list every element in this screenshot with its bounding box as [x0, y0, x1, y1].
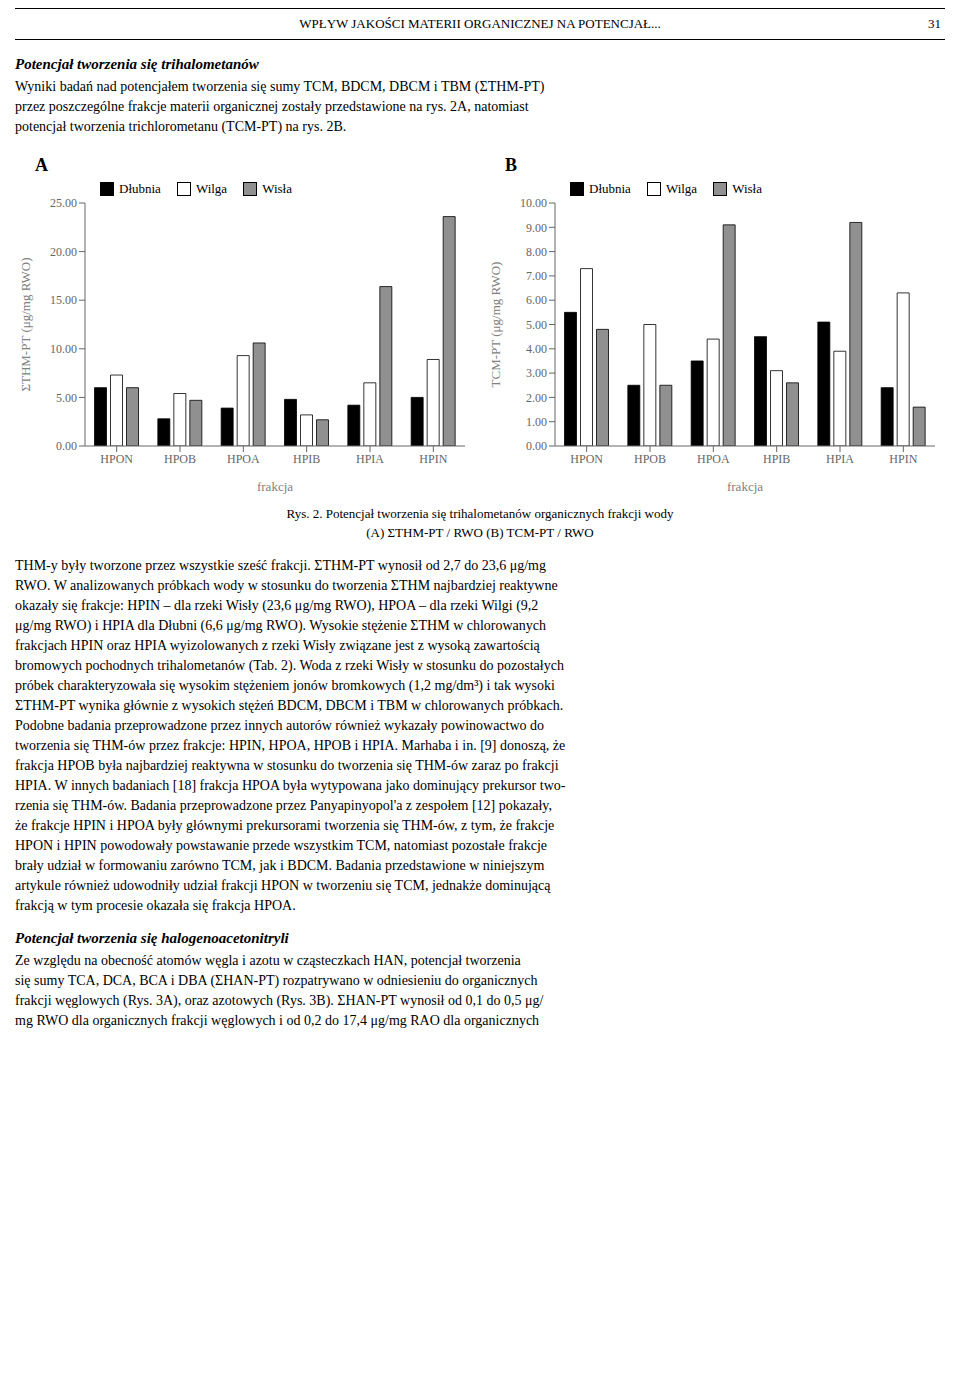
svg-text:4.00: 4.00 — [526, 342, 547, 356]
html-text:przez poszczególne frakcje mat: przez poszczególne frakcje materii organ… — [15, 99, 529, 114]
svg-text:8.00: 8.00 — [526, 245, 547, 259]
html-text:Wyniki badań nad potencjałem t: Wyniki badań nad potencjałem tworzenia s… — [15, 79, 545, 94]
html-text:potencjał tworzenia trichlorom: potencjał tworzenia trichlorometanu (TCM… — [15, 119, 347, 134]
svg-text:6.00: 6.00 — [526, 293, 547, 307]
svg-text:10.00: 10.00 — [520, 196, 547, 210]
svg-text:HPIN: HPIN — [419, 452, 447, 466]
svg-text:HPIA: HPIA — [356, 452, 384, 466]
html-text:(A) ΣTHM-PT / RWO (B) TCM-PT /: (A) ΣTHM-PT / RWO (B) TCM-PT / RWO — [366, 525, 594, 540]
html-text:frakcji węglowych (Rys. 3A), o: frakcji węglowych (Rys. 3A), oraz azotow… — [15, 993, 544, 1008]
html-text:Podobne badania przeprowadzone: Podobne badania przeprowadzone przez inn… — [15, 718, 545, 733]
html-text:brały udział w formowaniu zaró: brały udział w formowaniu zarówno TCM, j… — [15, 858, 545, 873]
svg-text:25.00: 25.00 — [50, 196, 77, 210]
html-text:Rys. 2. Potencjał tworzenia si: Rys. 2. Potencjał tworzenia się trihalom… — [286, 506, 674, 521]
html-text:WPŁYW JAKOŚCI MATERII ORGANICZ: WPŁYW JAKOŚCI MATERII ORGANICZNEJ NA POT… — [299, 16, 661, 31]
html-text:RWO. W analizowanych próbkach: RWO. W analizowanych próbkach wody w sto… — [15, 578, 558, 593]
svg-text:15.00: 15.00 — [50, 293, 77, 307]
svg-text:5.00: 5.00 — [526, 318, 547, 332]
svg-text:0.00: 0.00 — [526, 439, 547, 453]
svg-text:frakcja: frakcja — [257, 479, 293, 494]
html-text:Dłubnia: Dłubnia — [589, 181, 631, 196]
html-text:Wilga: Wilga — [665, 181, 698, 196]
html-text:bromowych pochodnych trihalome: bromowych pochodnych trihalometanów (Tab… — [15, 658, 564, 673]
html-text:Wilga: Wilga — [195, 181, 228, 196]
svg-text:HPIB: HPIB — [293, 452, 320, 466]
svg-text:HPOA: HPOA — [697, 452, 730, 466]
html-text:rzenia się THM-ów. Badania prz: rzenia się THM-ów. Badania przeprowadzon… — [15, 798, 552, 813]
html-text:Ze względu na obecność atomów: Ze względu na obecność atomów węgla i az… — [15, 953, 521, 968]
svg-text:7.00: 7.00 — [526, 269, 547, 283]
html-text:frakcją w tym procesie okazała: frakcją w tym procesie okazała się frakc… — [15, 898, 296, 913]
svg-text:HPOB: HPOB — [164, 452, 196, 466]
html-text:HPON i HPIN powodowały powstaw: HPON i HPIN powodowały powstawanie przed… — [15, 838, 547, 853]
html-text:μg/mg RWO) i HPIA dla Dłubni (: μg/mg RWO) i HPIA dla Dłubni (6,6 μg/mg … — [15, 618, 546, 633]
svg-text:HPIA: HPIA — [826, 452, 854, 466]
html-text:tworzenia się THM-ów przez fra: tworzenia się THM-ów przez frakcje: HPIN… — [15, 738, 566, 753]
svg-text:5.00: 5.00 — [56, 391, 77, 405]
html-text:mg RWO dla organicznych frakcj: mg RWO dla organicznych frakcji węglowyc… — [15, 1013, 540, 1028]
html-text:B: B — [505, 155, 517, 175]
html-text:frakcjach HPIN oraz HPIA wyizo: frakcjach HPIN oraz HPIA wyizolowanych z… — [15, 638, 540, 653]
html-text:się sumy TCA, DCA, BCA i DBA (: się sumy TCA, DCA, BCA i DBA (ΣHAN-PT) r… — [15, 973, 538, 988]
svg-text:HPOB: HPOB — [634, 452, 666, 466]
svg-text:3.00: 3.00 — [526, 366, 547, 380]
svg-text:HPIB: HPIB — [763, 452, 790, 466]
html-text:Potencjał tworzenia się haloge: Potencjał tworzenia się halogenoacetonit… — [15, 930, 289, 946]
svg-text:10.00: 10.00 — [50, 342, 77, 356]
svg-text:2.00: 2.00 — [526, 391, 547, 405]
html-text:THM-y były tworzone przez wszy: THM-y były tworzone przez wszystkie sześ… — [15, 558, 546, 573]
html-text:A: A — [35, 155, 48, 175]
html-text:Potencjał tworzenia się trihal: Potencjał tworzenia się trihalometanów — [15, 56, 259, 72]
svg-text:9.00: 9.00 — [526, 221, 547, 235]
svg-text:HPON: HPON — [570, 452, 603, 466]
html-text:artykule również udowodniły ud: artykule również udowodniły udział frakc… — [15, 878, 551, 893]
html-text:Wisła: Wisła — [262, 181, 292, 196]
html-text:okazały się frakcje: HPIN – dl: okazały się frakcje: HPIN – dla rzeki Wi… — [15, 598, 539, 613]
svg-text:frakcja: frakcja — [727, 479, 763, 494]
svg-text:HPOA: HPOA — [227, 452, 260, 466]
html-text:HPIA. W innych badaniach [18]: HPIA. W innych badaniach [18] frakcja HP… — [15, 778, 566, 793]
svg-text:HPIN: HPIN — [889, 452, 917, 466]
html-text:31: 31 — [928, 16, 941, 31]
html-text:frakcja HPOB była najbardziej: frakcja HPOB była najbardziej reaktywna … — [15, 758, 559, 773]
html-text:próbek charakteryzowała się wy: próbek charakteryzowała się wysokim stęż… — [15, 678, 555, 693]
svg-text:20.00: 20.00 — [50, 245, 77, 259]
svg-text:1.00: 1.00 — [526, 415, 547, 429]
html-text:ΣTHM-PT wynika głównie z wysok: ΣTHM-PT wynika głównie z wysokich stężeń… — [15, 698, 564, 713]
svg-text:HPON: HPON — [100, 452, 133, 466]
svg-text:TCM-PT (μg/mg RWO): TCM-PT (μg/mg RWO) — [488, 262, 503, 388]
svg-text:0.00: 0.00 — [56, 439, 77, 453]
svg-text:ΣTHM-PT (μg/mg RWO): ΣTHM-PT (μg/mg RWO) — [18, 257, 33, 391]
html-text:Wisła: Wisła — [732, 181, 762, 196]
html-text:Dłubnia: Dłubnia — [119, 181, 161, 196]
html-text:że frakcje HPIN i HPOA były gł: że frakcje HPIN i HPOA były głównymi pre… — [15, 818, 555, 833]
